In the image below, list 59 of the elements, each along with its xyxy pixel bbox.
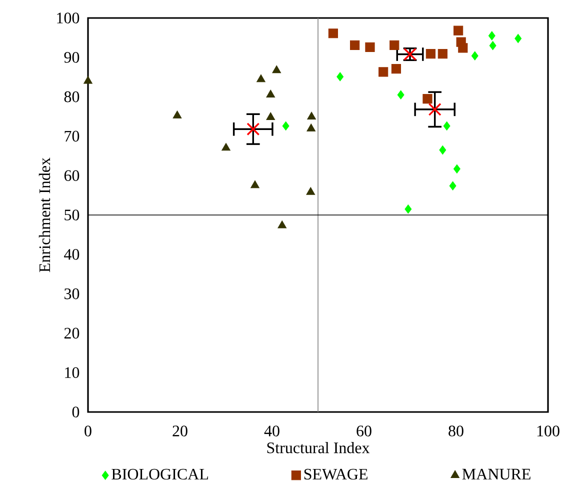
point (397, 90, 404, 100)
point (222, 142, 230, 151)
legend-label: MANURE (462, 468, 530, 480)
x-tick-label: 100 (537, 426, 560, 436)
point (272, 65, 282, 74)
point (449, 181, 456, 190)
point (246, 122, 260, 136)
y-tick-label: 50 (64, 210, 80, 220)
point (378, 67, 388, 77)
y-axis-title: Enrichment Index (38, 158, 50, 272)
point (404, 204, 412, 214)
point (454, 26, 464, 36)
point (439, 145, 446, 155)
point (489, 41, 496, 50)
point (350, 40, 360, 50)
y-tick-label: 10 (65, 367, 80, 378)
x-axis-title: Structural Index (267, 442, 370, 454)
y-tick-label: 70 (64, 130, 80, 142)
point (306, 187, 316, 195)
y-tick-label: 60 (64, 170, 80, 181)
point (428, 102, 442, 116)
y-tick-label: 20 (64, 328, 80, 339)
point (266, 112, 276, 120)
point (336, 72, 344, 82)
point (458, 43, 468, 53)
point (365, 42, 375, 52)
point (256, 74, 266, 82)
point (438, 49, 448, 59)
point (426, 49, 436, 59)
legend-label: SEWAGE (304, 468, 368, 480)
point (514, 34, 522, 44)
x-tick-label: 40 (264, 426, 280, 436)
x-tick-label: 80 (448, 426, 464, 436)
x-tick-label: 20 (172, 426, 188, 436)
point (453, 164, 460, 174)
point (471, 51, 478, 60)
x-tick-label: 60 (356, 426, 372, 436)
y-tick-label: 100 (57, 12, 80, 24)
point (172, 110, 182, 118)
point (328, 28, 338, 38)
point (278, 220, 287, 228)
point (84, 76, 92, 84)
y-tick-label: 0 (72, 406, 80, 418)
point (422, 94, 432, 104)
point (390, 40, 400, 50)
point (306, 124, 316, 132)
point (488, 31, 496, 40)
y-tick-label: 90 (64, 52, 80, 63)
point (307, 112, 316, 120)
point (282, 121, 290, 130)
point (266, 90, 276, 98)
y-tick-label: 80 (64, 91, 80, 102)
point (250, 180, 260, 188)
point (443, 121, 450, 130)
x-tick-label: 0 (84, 426, 92, 436)
point (391, 64, 402, 74)
legend-label: BIOLOGICAL (112, 468, 208, 480)
y-tick-label: 30 (64, 288, 80, 300)
y-tick-label: 40 (64, 249, 80, 260)
